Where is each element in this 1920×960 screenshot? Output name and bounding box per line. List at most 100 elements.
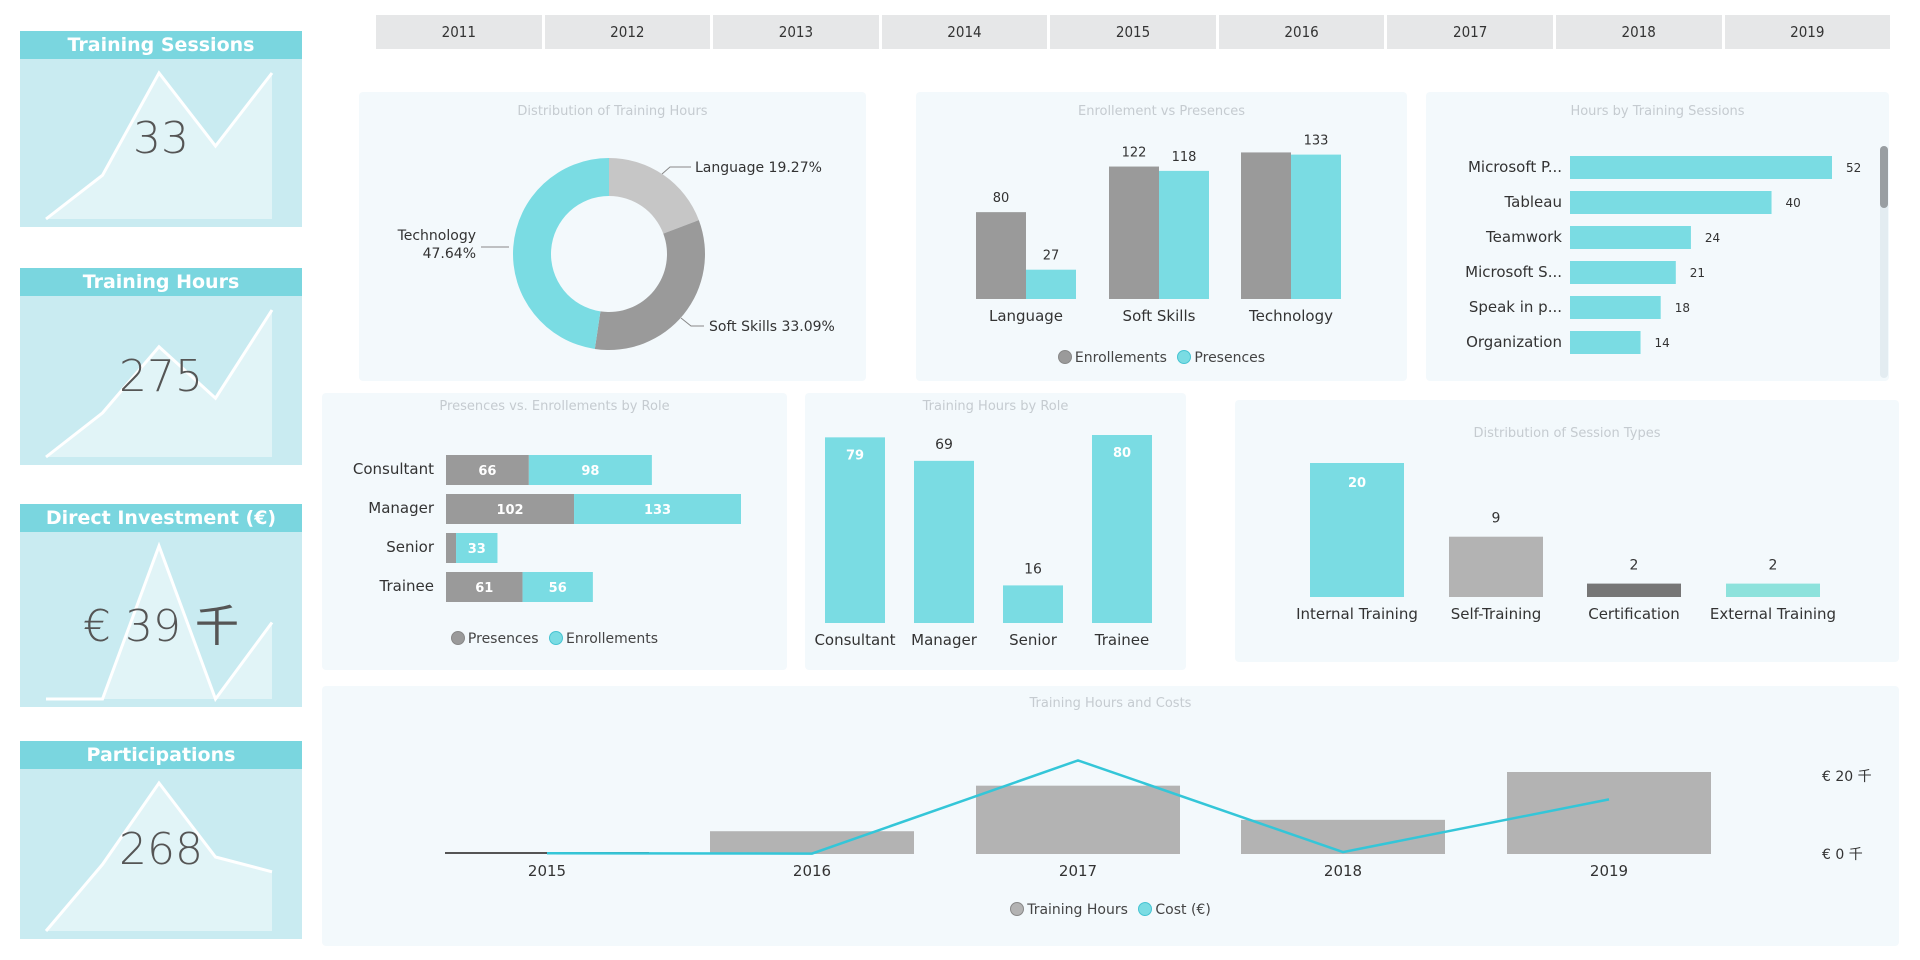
kpi-value: 275	[119, 350, 203, 402]
x-tick-label: Consultant	[814, 631, 895, 649]
bar-hours-2018	[1241, 819, 1445, 854]
data-label: 133	[1304, 134, 1329, 149]
bar-presences-senior	[446, 533, 457, 563]
legend-dot-enrollements	[1057, 350, 1072, 364]
bar-certification	[1587, 583, 1681, 597]
kpi-card-direct-investment: Direct Investment (€) € 39 千	[20, 504, 302, 707]
chart-legend: Training Hours Cost (€)	[322, 902, 1899, 918]
bar-presences-manager	[446, 494, 575, 524]
y-tick-label: Tableau	[1504, 193, 1563, 211]
kpi-card-training-hours: Training Hours 275	[20, 268, 302, 465]
donut-chart: Language 19.27% Soft Skills 33.09% Technol…	[397, 158, 835, 350]
kpi-title: Training Sessions	[20, 31, 302, 59]
chart-legend: Presences Enrollements	[322, 631, 787, 647]
data-label: 16	[1024, 561, 1042, 577]
session-types-chart: 20 Internal Training 9 Self-Training 2 Certif…	[1296, 463, 1836, 623]
y-tick-label: Microsoft S...	[1465, 263, 1562, 281]
data-label: 20	[1348, 476, 1366, 491]
bar-enrollements-soft-skills	[1109, 166, 1159, 299]
chart-title: Training Hours by Role	[922, 399, 1069, 414]
data-label: 122	[1122, 146, 1147, 161]
bar-enrollements-manager	[574, 494, 741, 524]
kpi-title: Participations	[20, 741, 302, 769]
bar-hours-2015	[445, 852, 649, 854]
x-tick-label: Senior	[1009, 631, 1058, 649]
data-label: 98	[581, 464, 599, 479]
donut-slice-language	[609, 158, 699, 234]
data-label: 69	[935, 437, 953, 453]
donut-slice-technology	[513, 158, 609, 349]
legend-item[interactable]: Training Hours	[1010, 902, 1128, 918]
sparkline-line	[46, 541, 274, 703]
chart-title: Training Hours and Costs	[1029, 696, 1192, 711]
x-tick-label: Language	[989, 307, 1063, 325]
sparkline-area	[46, 73, 272, 219]
data-label: 80	[993, 191, 1010, 206]
bar-hours-2017	[976, 785, 1180, 854]
x-tick-label: Trainee	[1094, 631, 1149, 649]
legend-item[interactable]: Enrollements	[549, 631, 658, 647]
bar-presences-soft-skills	[1159, 170, 1209, 299]
data-label: 2	[1630, 558, 1639, 574]
year-button-2015[interactable]: 2015	[1050, 15, 1216, 49]
training-hours-by-role-chart: 79 Consultant 69 Manager 16 Senior 80 Trainee	[814, 435, 1152, 649]
bar-enrollements-consultant	[528, 455, 652, 485]
bar-organization	[1570, 331, 1641, 354]
bar-consultant	[825, 437, 885, 623]
x-tick-label: 2019	[1590, 862, 1628, 880]
data-label: 40	[1786, 196, 1801, 210]
x-tick-label: 2017	[1059, 862, 1097, 880]
leader-line	[680, 317, 704, 327]
donut-label-language: Language 19.27%	[695, 160, 822, 176]
enrollement-vs-presences-panel: Enrollement vs Presences 80 27 Language 122…	[916, 92, 1407, 381]
legend-label: Enrollements	[566, 631, 659, 647]
scrollbar-thumb[interactable]	[1880, 146, 1888, 208]
bar-tableau	[1570, 191, 1772, 214]
donut-slice-soft-skills	[594, 220, 705, 350]
bar-presences-trainee	[446, 572, 523, 602]
year-button-2013[interactable]: 2013	[713, 15, 879, 49]
data-label: 66	[478, 464, 496, 479]
data-label: 33	[468, 542, 486, 557]
legend-dot-cost	[1138, 902, 1153, 916]
scrollbar[interactable]	[1880, 146, 1888, 378]
legend-dot-enrollements	[549, 631, 564, 645]
hours-costs-combo-chart: 2015 2016 2017 2018 2019 € 0 千 € 20 千	[445, 759, 1872, 880]
sparkline-line	[45, 309, 274, 459]
bar-enrollements-senior	[456, 533, 498, 563]
y-tick-label: Manager	[368, 499, 435, 517]
x-tick-label: Soft Skills	[1123, 307, 1196, 325]
legend-label: Enrollements	[1074, 350, 1167, 366]
hours-by-training-sessions-panel: Hours by Training Sessions Microsoft P..…	[1426, 92, 1889, 381]
legend-item[interactable]: Presences	[1177, 350, 1265, 366]
data-label: 2	[1769, 558, 1778, 574]
bar-enrollements-trainee	[522, 572, 593, 602]
bar-presences-language	[1026, 269, 1076, 299]
hours-bar-chart: Microsoft P... 52 Tableau 40 Teamwork 24 Micro…	[1465, 156, 1861, 354]
bar-microsoft-p-	[1570, 156, 1832, 179]
donut-label-soft-skills: Soft Skills 33.09%	[709, 319, 835, 335]
x-tick-label: 2015	[528, 862, 566, 880]
x-tick-label: 2016	[793, 862, 831, 880]
donut-label-technology-pct: 47.64%	[423, 246, 476, 262]
data-label: 24	[1705, 231, 1720, 245]
legend-item[interactable]: Presences	[450, 631, 539, 647]
training-hours-and-costs-panel: Training Hours and Costs 2015 2016 2017 201…	[322, 686, 1899, 946]
year-button-2017[interactable]: 2017	[1387, 15, 1553, 49]
bar-enrollements-technology	[1241, 152, 1291, 299]
training-hours-by-role-panel: Training Hours by Role 79 Consultant 69 Man…	[805, 393, 1186, 670]
year-button-2018[interactable]: 2018	[1555, 15, 1722, 49]
year-button-2016[interactable]: 2016	[1218, 15, 1385, 49]
distribution-session-types-panel: Distribution of Session Types 20 Internal…	[1235, 400, 1899, 662]
legend-item[interactable]: Enrollements	[1057, 350, 1167, 366]
kpi-card-training-sessions: Training Sessions 33	[20, 31, 302, 227]
kpi-card-participations: Participations 268	[20, 741, 302, 939]
year-button-2011[interactable]: 2011	[376, 15, 542, 49]
year-button-2014[interactable]: 2014	[881, 15, 1048, 49]
sparkline-area	[46, 783, 272, 931]
bar-self-training	[1449, 536, 1543, 597]
stacked-bar-chart: Consultant 66 98 Manager 102 133 Senior 33 Train…	[353, 455, 741, 602]
year-button-2019[interactable]: 2019	[1724, 15, 1891, 49]
legend-item[interactable]: Cost (€)	[1138, 902, 1211, 918]
year-button-2012[interactable]: 2012	[544, 15, 711, 49]
